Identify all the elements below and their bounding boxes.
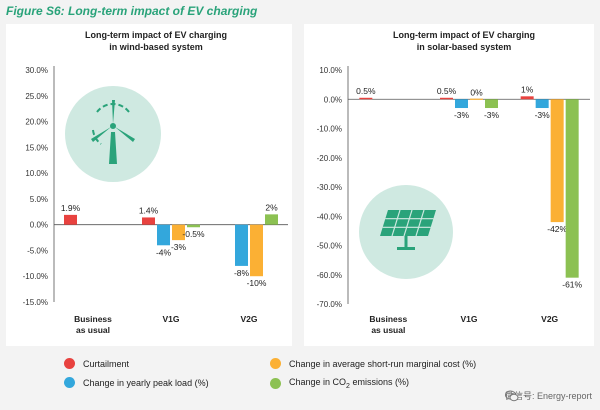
legend-swatch-marginal-cost — [270, 358, 281, 369]
wind-ytick-label: -15.0% — [23, 298, 48, 307]
wind-bar-peak-load — [157, 224, 170, 246]
wind-category-label: V2G — [240, 314, 257, 324]
wind-ytick-label: -5.0% — [27, 246, 48, 255]
legend-item-marginal-cost: Change in average short-run marginal cos… — [270, 358, 476, 369]
solar-data-label: 0.5% — [437, 86, 457, 96]
solar-category-label: V2G — [541, 314, 558, 324]
wind-data-label: -8% — [234, 268, 250, 278]
solar-bar-marginal-cost — [470, 98, 483, 100]
solar-data-label: 1% — [521, 84, 534, 94]
wind-bar-curtailment — [142, 217, 155, 225]
wind-data-label: -3% — [171, 242, 187, 252]
wind-chart: Long-term impact of EV charging in wind-b… — [23, 30, 288, 335]
solar-category-label: V1G — [460, 314, 477, 324]
solar-chart-panel: Long-term impact of EV charging in solar-… — [304, 24, 594, 346]
wechat-icon — [504, 390, 519, 402]
legend-label-curtailment: Curtailment — [83, 358, 130, 369]
solar-data-label: -61% — [562, 280, 582, 290]
solar-ytick-label: -10.0% — [317, 125, 342, 134]
solar-ytick-label: -70.0% — [317, 300, 342, 309]
wind-ytick-label: 30.0% — [25, 66, 48, 75]
wind-bar-co2 — [187, 224, 200, 228]
wind-ytick-label: -10.0% — [23, 272, 48, 281]
wind-data-label: -4% — [156, 247, 172, 257]
wind-bar-marginal-cost — [250, 224, 263, 277]
watermark: 微信号: Energy-report — [504, 389, 592, 402]
wind-ytick-label: 10.0% — [25, 169, 48, 178]
wind-bar-peak-load — [235, 224, 248, 266]
solar-ytick-label: 0.0% — [324, 95, 342, 104]
wind-ytick-label: 20.0% — [25, 118, 48, 127]
wind-ytick-label: 0.0% — [30, 221, 48, 230]
wind-category-label: Business as usual — [74, 314, 112, 335]
solar-data-label: -3% — [484, 110, 500, 120]
solar-ytick-label: -30.0% — [317, 183, 342, 192]
solar-bar-curtailment — [359, 97, 373, 100]
solar-bar-co2 — [565, 99, 579, 278]
solar-data-label: 0% — [470, 87, 483, 97]
solar-ytick-label: -40.0% — [317, 212, 342, 221]
wind-chart-subtitle: in wind-based system — [109, 42, 203, 52]
solar-data-label: -3% — [535, 110, 551, 120]
solar-bar-curtailment — [520, 96, 534, 100]
legend-swatch-peak-load — [64, 377, 75, 388]
wind-bar-marginal-cost — [172, 224, 185, 241]
solar-data-label: -3% — [454, 110, 470, 120]
wind-turbine-icon — [65, 86, 161, 182]
wind-ytick-label: 15.0% — [25, 143, 48, 152]
legend-label-marginal-cost: Change in average short-run marginal cos… — [289, 358, 477, 369]
solar-ytick-label: -20.0% — [317, 154, 342, 163]
solar-bar-peak-load — [535, 99, 549, 109]
legend-label-peak-load: Change in yearly peak load (%) — [83, 377, 209, 388]
wind-chart-title: Long-term impact of EV charging — [85, 30, 227, 40]
legend-swatch-curtailment — [64, 358, 75, 369]
solar-category-label: Business as usual — [369, 314, 407, 335]
wind-bar-co2 — [265, 214, 278, 225]
legend-label-co2: Change in CO2 emissions (%) — [289, 377, 409, 390]
figure-title: Figure S6: Long-term impact of EV chargi… — [6, 4, 258, 18]
solar-data-label: 0.5% — [356, 86, 376, 96]
legend-swatch-co2 — [270, 377, 281, 389]
watermark-text: 微信号: Energy-report — [504, 391, 592, 401]
wind-ytick-label: 25.0% — [25, 92, 48, 101]
wind-data-label: 1.9% — [61, 203, 81, 213]
wind-data-label: 2% — [265, 202, 278, 212]
wind-category-label: V1G — [162, 314, 179, 324]
solar-bar-co2 — [485, 99, 498, 109]
wind-ytick-label: 5.0% — [30, 195, 48, 204]
solar-ytick-label: 10.0% — [319, 66, 342, 75]
wind-data-label: -0.5% — [182, 229, 205, 239]
legend-item-co2: Change in CO2 emissions (%) — [270, 377, 409, 390]
legend-item-curtailment: Curtailment — [64, 358, 129, 369]
legend-item-peak-load: Change in yearly peak load (%) — [64, 377, 209, 388]
solar-chart-subtitle: in solar-based system — [417, 42, 512, 52]
legend: Curtailment Change in average short-run … — [0, 352, 600, 408]
solar-ytick-label: -60.0% — [317, 271, 342, 280]
wind-bar-curtailment — [64, 214, 77, 225]
solar-data-label: -42% — [547, 224, 567, 234]
wind-data-label: 1.4% — [139, 205, 159, 215]
solar-bar-marginal-cost — [550, 99, 564, 223]
solar-panel-icon — [359, 185, 453, 279]
solar-chart-title: Long-term impact of EV charging — [393, 30, 535, 40]
solar-chart: Long-term impact of EV charging in solar-… — [317, 30, 590, 335]
solar-bar-peak-load — [455, 99, 468, 109]
solar-ytick-label: -50.0% — [317, 242, 342, 251]
wind-chart-panel: Long-term impact of EV charging in wind-b… — [6, 24, 292, 346]
solar-bar-curtailment — [440, 97, 453, 100]
wind-data-label: -10% — [247, 278, 267, 288]
